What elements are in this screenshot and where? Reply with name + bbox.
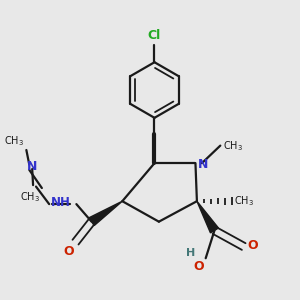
Text: O: O — [247, 239, 258, 253]
Text: O: O — [194, 260, 204, 273]
Text: Cl: Cl — [148, 29, 161, 42]
Polygon shape — [197, 201, 218, 233]
Text: N: N — [198, 158, 208, 171]
Text: CH$_3$: CH$_3$ — [223, 139, 243, 152]
Text: CH$_3$: CH$_3$ — [20, 190, 40, 204]
Text: H: H — [186, 248, 195, 258]
Text: O: O — [63, 245, 74, 258]
Polygon shape — [89, 201, 122, 226]
Text: N: N — [26, 160, 37, 173]
Text: CH$_3$: CH$_3$ — [4, 134, 24, 148]
Text: NH: NH — [51, 196, 71, 209]
Text: CH$_3$: CH$_3$ — [234, 194, 254, 208]
